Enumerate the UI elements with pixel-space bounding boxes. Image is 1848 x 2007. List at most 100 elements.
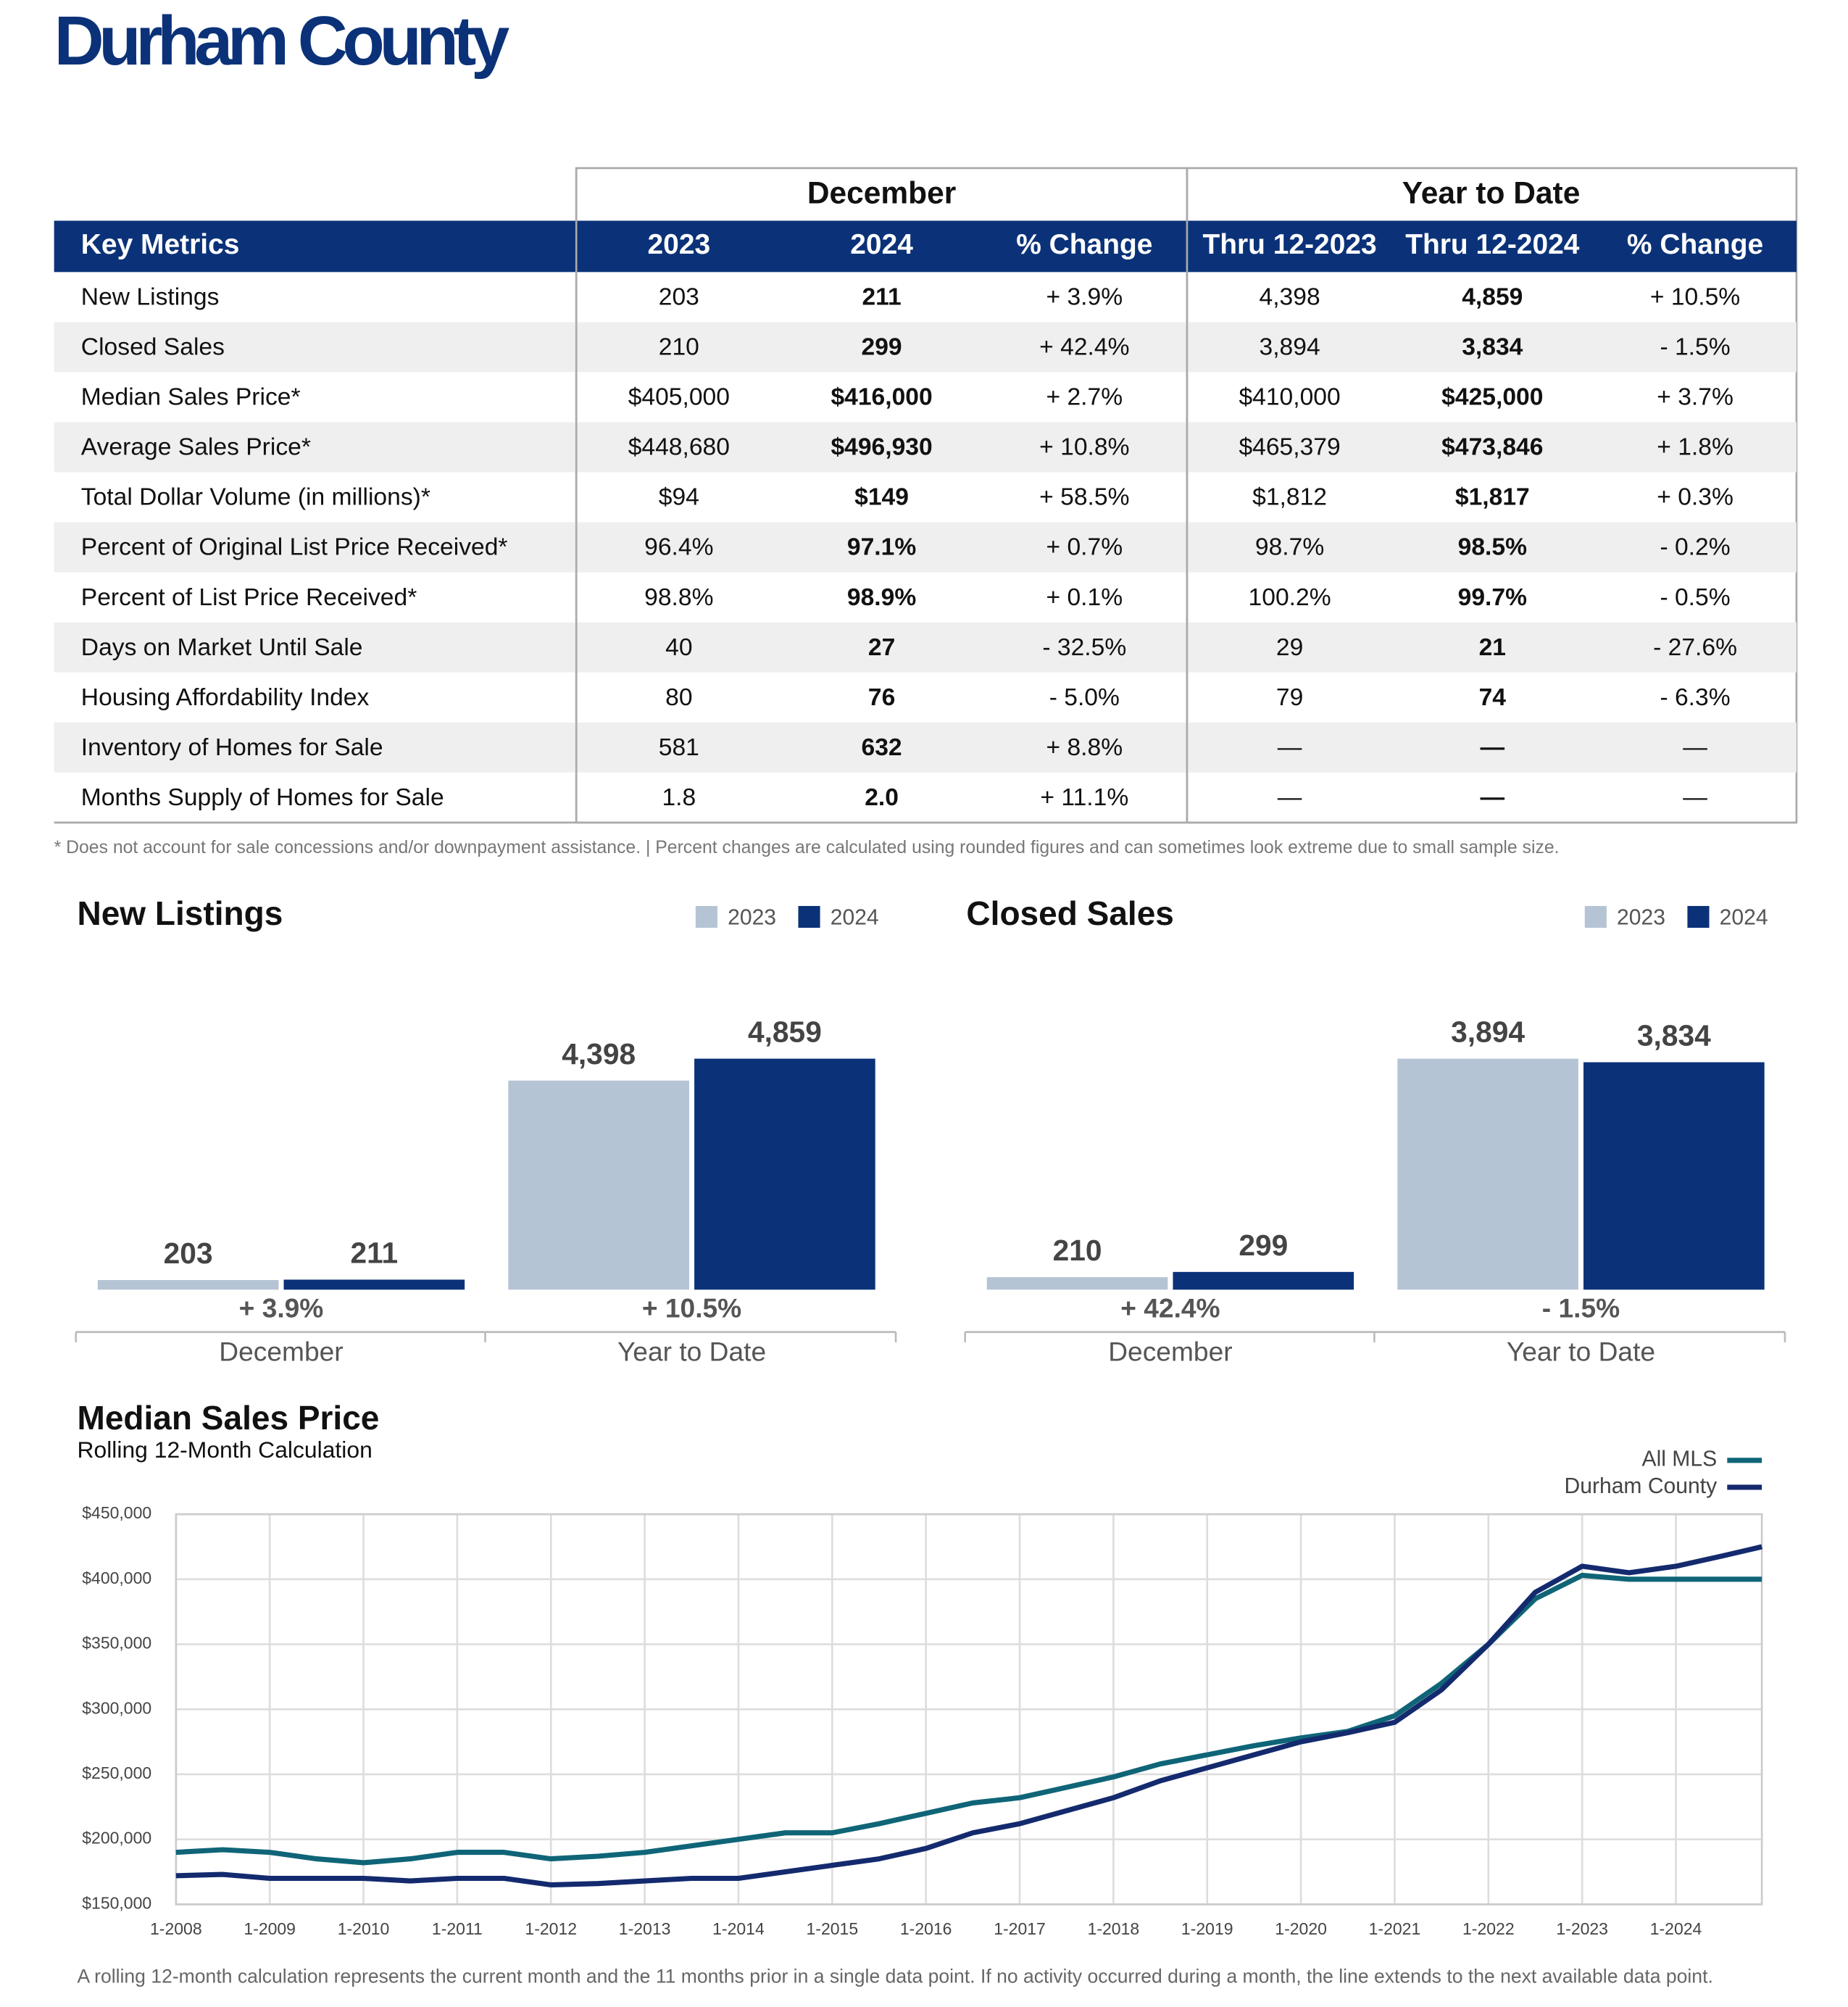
bar-value: 203 [164,1237,213,1270]
legend-label: 2024 [831,906,879,930]
x-tick-label: 1-2023 [1556,1919,1608,1938]
table-cell: - 6.3% [1660,684,1730,711]
row-shade [54,522,1797,573]
table-cell: 27 [868,634,895,661]
x-tick-label: 1-2014 [712,1919,765,1938]
table-cell: — [1481,734,1505,761]
table-cell: - 1.5% [1660,334,1730,361]
table-cell: 632 [862,734,902,761]
group-header: December [807,176,956,210]
table-cell: 210 [659,334,699,361]
legend-swatch [1687,905,1710,928]
table-cell: 299 [862,334,902,361]
chart-title: Median Sales Price [77,1399,379,1437]
legend-label: 2023 [1617,906,1665,930]
category-label: December [1108,1337,1232,1367]
footnote: * Does not account for sale concessions … [54,838,1560,857]
table-cell: 4,398 [1260,284,1320,311]
x-tick-label: 1-2021 [1369,1919,1421,1938]
table-cell: $405,000 [628,384,730,411]
table-cell: Average Sales Price* [81,434,311,461]
table-cell: $416,000 [831,384,932,411]
table-cell: + 10.8% [1039,434,1129,461]
table-cell: + 58.5% [1039,484,1129,511]
row-shade [54,422,1797,473]
group-header: Year to Date [1402,176,1581,210]
table-cell: Days on Market Until Sale [81,634,363,661]
chart-note: A rolling 12-month calculation represent… [77,1965,1712,1987]
table-cell: + 1.8% [1657,434,1733,461]
row-shade [54,722,1797,773]
table-cell: + 3.7% [1657,384,1733,411]
table-cell: $425,000 [1441,384,1543,411]
column-header: 2024 [850,229,913,260]
x-tick-label: 1-2012 [525,1919,577,1938]
bar-value: 4,859 [748,1015,822,1049]
table-cell: 76 [868,684,895,711]
bar [283,1279,465,1290]
column-header: % Change [1627,229,1763,260]
plot-frame [175,1513,1763,1906]
chart-title: New Listings [77,894,283,932]
table-cell: + 8.8% [1046,734,1123,761]
category-label: Year to Date [1507,1337,1655,1367]
y-tick-label: $400,000 [82,1568,151,1587]
table-cell: Inventory of Homes for Sale [81,734,383,761]
table-cell: + 2.7% [1046,384,1123,411]
x-tick-label: 1-2024 [1650,1919,1702,1938]
x-tick-label: 1-2018 [1088,1919,1140,1938]
x-tick-label: 1-2009 [244,1919,296,1938]
bar [1583,1062,1765,1290]
table-cell: - 0.5% [1660,584,1730,611]
table-cell: 21 [1479,634,1506,661]
table-cell: 79 [1276,684,1303,711]
row-shade [54,622,1797,673]
table-cell: 3,894 [1260,334,1320,361]
series-line [175,1572,1762,1866]
table-cell: $448,680 [628,434,730,461]
change-label: - 1.5% [1542,1292,1620,1323]
table-cell: - 0.2% [1660,534,1730,561]
table-cell: 211 [862,284,901,311]
category-label: December [219,1337,343,1367]
column-header: Thru 12-2023 [1202,229,1376,260]
legend-label: All MLS [1642,1447,1718,1471]
table-cell: 3,834 [1462,334,1523,361]
table-cell: Median Sales Price* [81,384,301,411]
table-cell: 4,859 [1462,284,1523,311]
x-tick-label: 1-2017 [994,1919,1046,1938]
table-cell: — [1683,784,1707,811]
table-cell: 80 [665,684,692,711]
legend-label: Durham County [1565,1474,1718,1498]
column-header: 2023 [648,229,711,260]
table-cell: 203 [659,284,699,311]
legend-swatch [1584,905,1607,928]
table-cell: $496,930 [831,434,932,461]
table-cell: - 5.0% [1049,684,1120,711]
legend-label: 2023 [728,906,776,930]
table-cell: — [1683,734,1707,761]
series-line [175,1544,1762,1887]
table-cell: $94 [659,484,699,511]
column-header: % Change [1016,229,1152,260]
table-cell: New Listings [81,284,220,311]
bar-value: 4,398 [562,1037,636,1071]
table-cell: + 42.4% [1039,334,1129,361]
table-cell: Housing Affordability Index [81,684,370,711]
table-cell: $410,000 [1239,384,1340,411]
table-cell: $149 [854,484,909,511]
bar-value: 210 [1053,1234,1102,1267]
header-row [54,220,1797,273]
x-tick-label: 1-2013 [619,1919,671,1938]
column-header: Thru 12-2024 [1405,229,1580,260]
table-cell: $1,812 [1252,484,1327,511]
table-cell: + 0.7% [1046,534,1123,561]
table-cell: — [1278,734,1302,761]
table-cell: 581 [659,734,699,761]
table-cell: - 32.5% [1042,634,1126,661]
bar [1397,1058,1578,1290]
table-cell: + 0.3% [1657,484,1733,511]
x-tick-label: 1-2015 [807,1919,859,1938]
legend-label: 2024 [1720,906,1768,930]
